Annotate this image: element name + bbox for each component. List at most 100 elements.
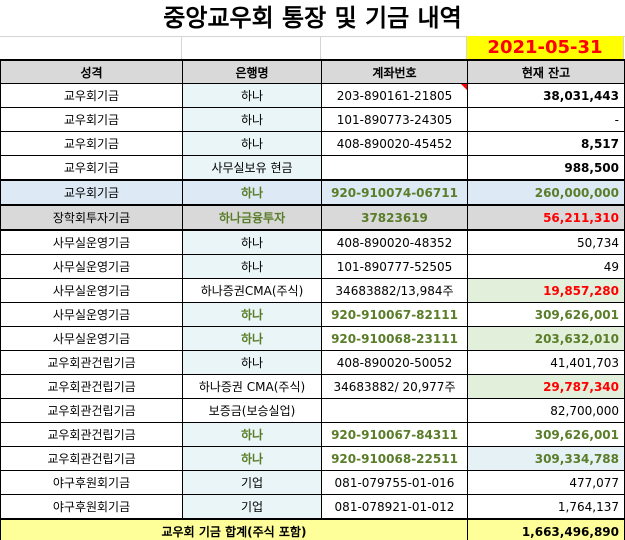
account-cell[interactable]: 408-890020-48352: [321, 229, 468, 255]
category-cell[interactable]: 교우회관건립기금: [0, 446, 183, 471]
table-row: 사무실운영기금 하나 920-910068-23111 203,632,010: [0, 326, 625, 351]
table-row: 교우회관건립기금 하나증권 CMA(주식) 34683882/ 20,977주 29,…: [0, 374, 625, 399]
balance-cell[interactable]: 82,700,000: [467, 398, 625, 423]
balance-cell[interactable]: -: [467, 107, 625, 132]
account-cell[interactable]: 081-078921-01-012: [321, 494, 468, 520]
bank-cell[interactable]: 하나: [182, 83, 322, 108]
account-cell[interactable]: 920-910068-23111: [321, 326, 468, 351]
table-row: 교우회기금 하나 408-890020-45452 8,517: [0, 131, 625, 156]
header-balance[interactable]: 현재 잔고: [467, 59, 625, 84]
bank-cell[interactable]: 하나: [182, 350, 322, 375]
category-cell[interactable]: 장학회투자기금: [0, 204, 183, 231]
bank-cell[interactable]: 기업: [182, 494, 322, 520]
category-cell[interactable]: 사무실운영기금: [0, 278, 183, 303]
table-row: 사무실운영기금 하나 920-910067-82111 309,626,001: [0, 302, 625, 327]
account-cell[interactable]: 34683882/13,984주: [321, 278, 468, 303]
bank-cell[interactable]: 하나증권 CMA(주식): [182, 374, 322, 399]
account-cell[interactable]: [321, 398, 468, 423]
account-cell[interactable]: 920-910074-06711: [321, 179, 468, 206]
category-cell[interactable]: 교우회기금: [0, 107, 183, 132]
category-cell[interactable]: 사무실운영기금: [0, 254, 183, 279]
category-cell[interactable]: 교우회기금: [0, 155, 183, 181]
header-bank[interactable]: 은행명: [182, 59, 322, 84]
table-row: 교우회기금 하나 920-910074-06711 260,000,000: [0, 179, 625, 206]
balance-cell[interactable]: 56,211,310: [467, 204, 625, 231]
balance-cell[interactable]: 309,334,788: [467, 446, 625, 471]
header-category[interactable]: 성격: [0, 59, 183, 84]
account-cell[interactable]: 920-910067-82111: [321, 302, 468, 327]
table-row: 교우회관건립기금 하나 920-910067-84311 309,626,001: [0, 422, 625, 447]
bank-cell[interactable]: 하나: [182, 302, 322, 327]
category-cell[interactable]: 교우회관건립기금: [0, 374, 183, 399]
bank-cell[interactable]: 하나증권CMA(주식): [182, 278, 322, 303]
account-cell[interactable]: 37823619: [321, 204, 468, 231]
balance-cell[interactable]: 50,734: [467, 229, 625, 255]
account-cell[interactable]: 101-890777-52505: [321, 254, 468, 279]
balance-cell[interactable]: 203,632,010: [467, 326, 625, 351]
header-account[interactable]: 계좌번호: [321, 59, 468, 84]
account-cell[interactable]: 408-890020-45452: [321, 131, 468, 156]
balance-cell[interactable]: 260,000,000: [467, 179, 625, 206]
balance-cell[interactable]: 19,857,280: [467, 278, 625, 303]
balance-cell[interactable]: 309,626,001: [467, 302, 625, 327]
category-cell[interactable]: 교우회기금: [0, 179, 183, 206]
total-value[interactable]: 1,663,496,890: [467, 518, 625, 540]
bank-cell[interactable]: 하나금융투자: [182, 204, 322, 231]
table-row: 야구후원회기금 기업 081-078921-01-012 1,764,137: [0, 494, 625, 520]
balance-cell[interactable]: 1,764,137: [467, 494, 625, 520]
balance-cell[interactable]: 29,787,340: [467, 374, 625, 399]
bank-cell[interactable]: 하나: [182, 326, 322, 351]
balance-cell[interactable]: 38,031,443: [467, 83, 625, 108]
balance-cell[interactable]: 988,500: [467, 155, 625, 181]
bank-cell[interactable]: 하나: [182, 229, 322, 255]
date-cell[interactable]: 2021-05-31: [467, 36, 624, 59]
account-cell[interactable]: 920-910067-84311: [321, 422, 468, 447]
bank-cell[interactable]: 하나: [182, 131, 322, 156]
account-cell[interactable]: 920-910068-22511: [321, 446, 468, 471]
balance-cell[interactable]: 309,626,001: [467, 422, 625, 447]
category-cell[interactable]: 사무실운영기금: [0, 229, 183, 255]
table-row: 교우회기금 사무실보유 현금 988,500: [0, 155, 625, 181]
balance-cell[interactable]: 477,077: [467, 470, 625, 495]
table-row: 교우회관건립기금 하나 920-910068-22511 309,334,788: [0, 446, 625, 471]
table-row: 사무실운영기금 하나 408-890020-48352 50,734: [0, 229, 625, 255]
bank-cell[interactable]: 하나: [182, 107, 322, 132]
bank-cell[interactable]: 하나: [182, 179, 322, 206]
account-cell[interactable]: 34683882/ 20,977주: [321, 374, 468, 399]
sheet-title: 중앙교우회 통장 및 기금 내역: [0, 0, 625, 37]
bank-cell[interactable]: 사무실보유 현금: [182, 155, 322, 181]
bank-cell[interactable]: 보증금(보승실업): [182, 398, 322, 423]
balance-cell[interactable]: 41,401,703: [467, 350, 625, 375]
category-cell[interactable]: 야구후원회기금: [0, 494, 183, 520]
account-cell[interactable]: 408-890020-50052: [321, 350, 468, 375]
fund-table: 성격 은행명 계좌번호 현재 잔고 교우회기금 하나 203-890161-2180…: [0, 59, 625, 540]
bank-cell[interactable]: 하나: [182, 422, 322, 447]
bank-cell[interactable]: 하나: [182, 254, 322, 279]
account-cell[interactable]: 101-890773-24305: [321, 107, 468, 132]
table-row: 장학회투자기금 하나금융투자 37823619 56,211,310: [0, 204, 625, 231]
table-row: 교우회관건립기금 보증금(보승실업) 82,700,000: [0, 398, 625, 423]
category-cell[interactable]: 교우회관건립기금: [0, 422, 183, 447]
table-row: 사무실운영기금 하나 101-890777-52505 49: [0, 254, 625, 279]
category-cell[interactable]: 사무실운영기금: [0, 302, 183, 327]
account-cell[interactable]: 203-890161-21805: [321, 83, 468, 108]
table-row: 교우회기금 하나 101-890773-24305-: [0, 107, 625, 132]
balance-cell[interactable]: 49: [467, 254, 625, 279]
total-label[interactable]: 교우회 기금 합계(주식 포함): [0, 518, 468, 540]
category-cell[interactable]: 교우회관건립기금: [0, 350, 183, 375]
category-cell[interactable]: 교우회기금: [0, 83, 183, 108]
category-cell[interactable]: 사무실운영기금: [0, 326, 183, 351]
table-row: 교우회기금 하나 203-890161-21805 38,031,443: [0, 83, 625, 108]
balance-cell[interactable]: 8,517: [467, 131, 625, 156]
account-cell[interactable]: 081-079755-01-016: [321, 470, 468, 495]
table-row: 교우회관건립기금 하나 408-890020-50052 41,401,703: [0, 350, 625, 375]
bank-cell[interactable]: 기업: [182, 470, 322, 495]
table-row: 야구후원회기금 기업 081-079755-01-016 477,077: [0, 470, 625, 495]
account-cell[interactable]: [321, 155, 468, 181]
category-cell[interactable]: 교우회관건립기금: [0, 398, 183, 423]
table-row: 사무실운영기금 하나증권CMA(주식) 34683882/13,984주 19,857…: [0, 278, 625, 303]
category-cell[interactable]: 야구후원회기금: [0, 470, 183, 495]
bank-cell[interactable]: 하나: [182, 446, 322, 471]
category-cell[interactable]: 교우회기금: [0, 131, 183, 156]
